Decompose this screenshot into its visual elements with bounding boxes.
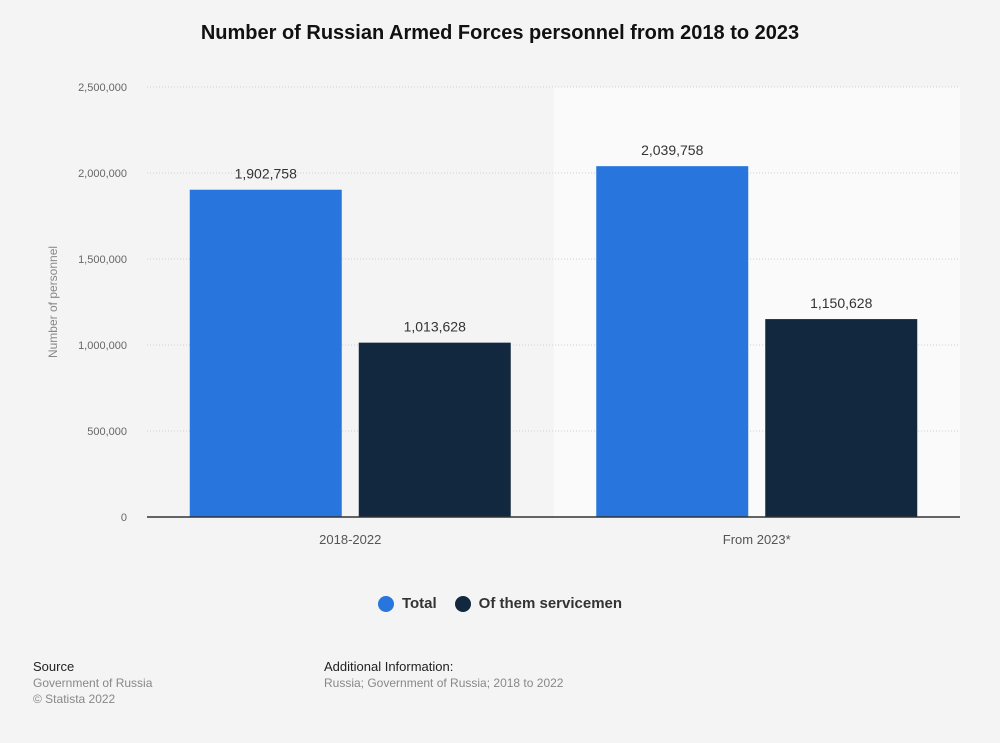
- source-block: Source Government of Russia © Statista 2…: [33, 659, 152, 707]
- x-tick-label: From 2023*: [723, 532, 791, 547]
- y-axis-label: Number of personnel: [46, 246, 60, 358]
- y-tick-label: 2,500,000: [78, 82, 127, 94]
- legend: Total Of them servicemen: [0, 595, 1000, 612]
- data-label: 1,902,758: [235, 166, 297, 182]
- y-tick-label: 1,000,000: [78, 340, 127, 352]
- x-tick-label: 2018-2022: [319, 532, 381, 547]
- source-heading[interactable]: Source: [33, 659, 75, 674]
- bar-servicemen: [765, 319, 918, 517]
- legend-label-total: Total: [401, 595, 437, 612]
- additional-info-block: Additional Information: Russia; Governme…: [324, 659, 563, 691]
- bar-servicemen: [358, 342, 511, 517]
- legend-item-total[interactable]: Total: [377, 595, 437, 612]
- y-tick-label: 0: [121, 512, 127, 524]
- legend-marker-total: [377, 595, 394, 612]
- bar-total: [189, 189, 342, 517]
- legend-marker-servicemen: [454, 595, 471, 612]
- legend-label-servicemen: Of them servicemen: [478, 595, 623, 612]
- additional-info-text: Russia; Government of Russia; 2018 to 20…: [324, 676, 564, 690]
- source-line-1: Government of Russia: [33, 676, 153, 690]
- legend-item-servicemen[interactable]: Of them servicemen: [454, 595, 623, 612]
- source-line-2: © Statista 2022: [33, 692, 116, 706]
- y-tick-label: 1,500,000: [78, 254, 127, 266]
- data-label: 1,013,628: [404, 319, 466, 335]
- bar-total: [596, 166, 749, 517]
- y-tick-label: 2,000,000: [78, 168, 127, 180]
- y-tick-label: 500,000: [87, 426, 127, 438]
- additional-info-heading[interactable]: Additional Information:: [324, 659, 454, 674]
- bar-chart: 0 500,000 1,000,000 1,500,000 2,000,000 2,500…: [46, 82, 960, 547]
- data-label: 1,150,628: [810, 295, 872, 311]
- chart-title: Number of Russian Armed Forces personnel…: [200, 22, 800, 44]
- data-label: 2,039,758: [641, 142, 703, 158]
